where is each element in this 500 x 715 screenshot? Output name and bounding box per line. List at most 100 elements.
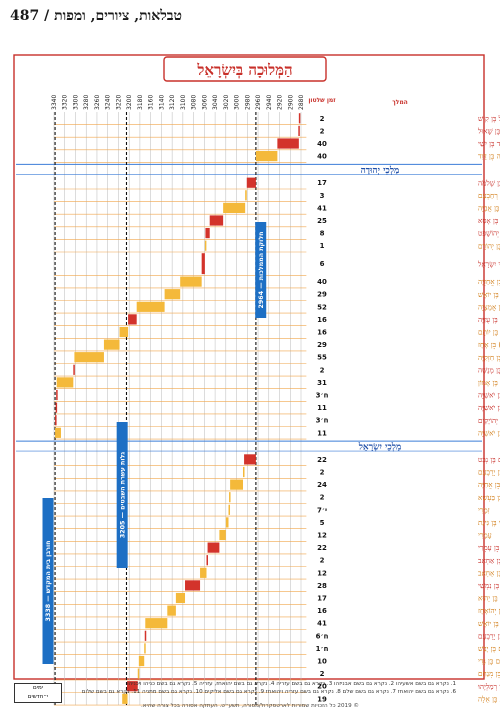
reign-years: 6ח׳	[316, 632, 329, 640]
reign-bar	[56, 389, 58, 401]
reign-bar	[255, 151, 278, 162]
reign-bar	[55, 415, 57, 426]
king-name: שַׁלּוּם בֶּן יָבֵשׁ	[478, 644, 500, 653]
king-name: מְנַשֶּׁה בֶּן חִזְקִיָּה	[478, 353, 500, 362]
king-name: אָמוֹן בֶּן מְנַשֶּׁה	[478, 365, 500, 374]
reign-years: 55	[317, 354, 327, 362]
x-tick-label: 3160	[148, 95, 155, 110]
page-header: טבלאות, ציורים, ומפות / 487	[10, 8, 182, 24]
reign-years: 52	[317, 303, 327, 311]
footnotes: 1. נקרא גם בשם אשעיהו 2. נקרא גם בשם אבנ…	[20, 681, 456, 696]
reign-bar	[298, 125, 300, 136]
reign-years: 16	[317, 329, 327, 337]
king-name: אִישׁ בֹּשֶׁת בֶּן שָׁאוּל	[477, 127, 500, 136]
x-tick-label: 3240	[105, 95, 112, 110]
legend-months: י״חדשים	[27, 694, 49, 700]
king-name: יְהוֹיָכִין³ בֶּן יְהוֹיָקִים	[478, 416, 500, 425]
reign-years: 2	[320, 494, 325, 502]
king-name: יְהוֹשָׁפָט בֶּן אָסָא	[478, 216, 500, 225]
reign-years: 22	[317, 456, 327, 464]
king-name: שָׁאוּל בֶּן קִישׁ	[478, 114, 500, 123]
reign-years: 29	[317, 341, 327, 349]
reign-bar	[180, 276, 202, 287]
king-name: אָחָז בֶּן יוֹתָם	[478, 328, 500, 337]
reign-years: 17	[317, 179, 327, 187]
reign-years: 2	[320, 115, 325, 123]
legend-days: ימים	[32, 685, 43, 691]
x-tick-label: 3260	[94, 95, 101, 110]
x-tick-label: 3220	[115, 95, 122, 110]
reign-years: 2	[320, 127, 325, 135]
reign-years: 2	[320, 670, 325, 678]
reign-years: 28	[317, 582, 327, 590]
years-header: זמן שלטון	[308, 97, 336, 104]
x-tick-label: 3120	[169, 95, 176, 110]
reign-years: 29	[317, 291, 327, 299]
king-name: יְהוֹאָחָז בֶּן יֹאשִׁיָּה	[478, 391, 500, 400]
king-header: המלך	[392, 99, 408, 106]
king-name: יוֹתָם בֶּן עֻזִּיָּה	[478, 315, 500, 324]
x-tick-label: 2880	[298, 95, 305, 110]
reign-bar	[200, 567, 207, 578]
event-banner	[42, 498, 54, 664]
king-name: יְהוֹאָשׁ בֶּן יְהוֹאָחָז	[478, 606, 500, 615]
x-tick-label: 3000	[234, 95, 241, 110]
king-name: זִמְרִי	[478, 505, 490, 514]
x-tick-label: 3060	[201, 95, 208, 110]
reign-years: 40	[317, 153, 327, 161]
reign-bar	[246, 177, 256, 188]
reign-bar	[204, 240, 207, 251]
reign-years: 12	[317, 569, 327, 577]
reign-bar	[74, 352, 104, 363]
reign-bar	[225, 517, 229, 528]
x-tick-label: 3100	[180, 95, 187, 110]
reign-bar	[230, 479, 244, 490]
king-name: מְנַחֵם בֶּן גָּדִי	[478, 657, 500, 666]
king-name: עֻזִּיָּה(וּ) בֶּן אֲמַצְיָה	[478, 302, 500, 311]
event-label: חלוקת הממלכות — 2964	[258, 232, 265, 309]
king-name: יְהוֹאָשׁ בֶּן אֲחַזְיָה	[478, 277, 500, 286]
king-name: אֲבִיָּה(וּ) בֶּן רְחַבְעָם	[478, 191, 500, 200]
king-name: דָּוִד בֶּן יִשַׁי	[478, 139, 500, 148]
event-label: גלות עשרת השבטים — 3205	[119, 452, 126, 538]
reign-bar	[145, 618, 168, 629]
x-tick-label: 2980	[244, 95, 251, 110]
king-name: יֵהוּא בֶּן יְהוֹשָׁפָט בֶּן נִמְשִׁי	[478, 581, 500, 590]
x-tick-label: 3020	[223, 95, 230, 110]
event-banner	[255, 222, 267, 318]
king-name: שְׁלֹמֹה בֶּן דָּוִד	[478, 152, 500, 161]
reign-years: 11	[317, 429, 327, 437]
reign-years: 31	[317, 379, 327, 387]
reign-bar	[144, 643, 146, 654]
x-tick-label: 3280	[83, 95, 90, 110]
king-name: זְכַרְיָה(וּ) בֶּן יָרָבְעָם	[478, 631, 500, 640]
reign-bar	[128, 314, 137, 325]
x-tick-label: 2960	[255, 95, 262, 110]
reign-bar	[245, 190, 247, 201]
reign-bar	[244, 454, 256, 465]
x-tick-label: 3180	[137, 95, 144, 110]
reign-years: 40	[317, 140, 327, 148]
reign-years: 12	[317, 532, 327, 540]
reign-bar	[209, 215, 224, 226]
king-name: (יְ)חִזְקִיָּה(וּ) בֶּן אָחָז	[478, 340, 500, 349]
reign-years: 11	[317, 404, 327, 412]
king-name: צִדְקִיָּה(וּ)⁴ בֶּן יֹאשִׁיָּה	[478, 428, 500, 437]
reign-bar	[223, 202, 246, 213]
reign-years: 25	[317, 217, 327, 225]
reign-years: 2	[320, 557, 325, 565]
reign-years: 2	[320, 469, 325, 477]
section-title: מַלְכֵי יְהוּדָה	[361, 165, 400, 176]
reign-bar	[207, 542, 220, 553]
reign-bar	[277, 138, 299, 149]
reign-bar	[73, 364, 75, 375]
x-tick-label: 3300	[72, 95, 79, 110]
king-name: יֹאשִׁיָּה(וּ) בֶּן אָמוֹן	[478, 378, 500, 387]
reign-bar	[137, 668, 140, 679]
reign-bar	[164, 289, 181, 300]
reign-bar	[138, 655, 145, 667]
reign-years: 40	[317, 278, 327, 286]
king-name: אֲחַזְיָהוּ¹ בֶּן יְהוֹרָם	[478, 241, 500, 250]
reign-bar	[55, 402, 58, 413]
king-name: יְהוֹיָקִים² בֶּן יֹאשִׁיָּה	[478, 403, 500, 412]
